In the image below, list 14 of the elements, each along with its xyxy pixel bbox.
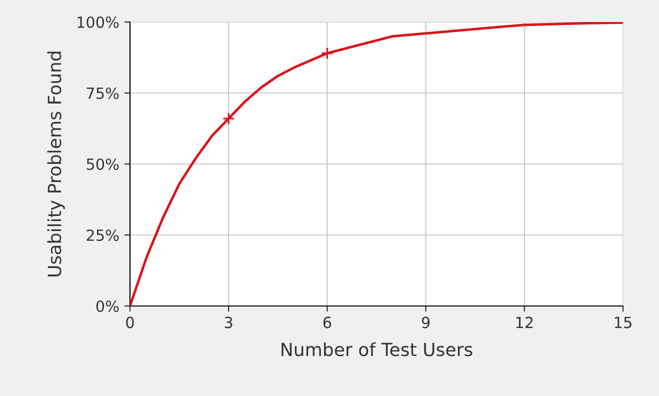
x-tick-label: 15	[614, 316, 632, 328]
y-tick-label: 0%	[96, 300, 119, 312]
x-tick-label: 9	[422, 316, 430, 328]
x-axis-title: Number of Test Users	[282, 342, 472, 356]
x-tick-label: 6	[323, 316, 332, 328]
y-axis-title: Usability Problems Found	[47, 52, 65, 276]
y-tick-label: 50%	[86, 158, 119, 170]
x-tick-label: 3	[224, 316, 232, 328]
y-tick-label: 100%	[78, 16, 119, 28]
x-tick-label: 12	[516, 316, 533, 328]
line-series	[130, 22, 623, 306]
x-tick-label: 0	[126, 316, 134, 328]
y-tick-label: 25%	[86, 229, 119, 242]
y-tick-label: 75%	[86, 87, 119, 100]
